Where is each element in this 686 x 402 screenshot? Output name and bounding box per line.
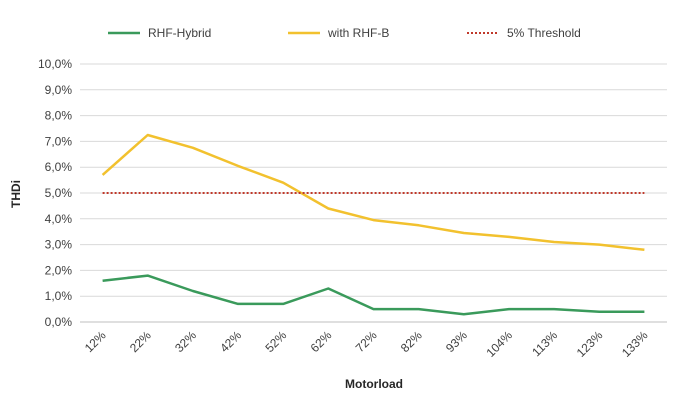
series-lines <box>101 133 645 316</box>
series-line <box>101 133 645 252</box>
series-line <box>102 274 645 316</box>
x-axis-title: Motorload <box>345 377 403 391</box>
x-tick-label: 93% <box>443 328 470 355</box>
y-tick-label: 9,0% <box>45 83 73 97</box>
x-tick-label: 113% <box>529 328 560 359</box>
legend-label: with RHF-B <box>327 26 389 40</box>
y-tick-label: 6,0% <box>45 160 73 174</box>
x-axis-ticks: 12% 22% 32% 42% 52% 62% 72% 82% 93% 104% 113% 123% 1… <box>82 328 651 360</box>
legend: RHF-Hybrid with RHF-B 5% Threshold <box>108 26 581 40</box>
x-tick-label: 104% <box>483 328 515 360</box>
legend-label: RHF-Hybrid <box>148 26 211 40</box>
x-tick-label: 62% <box>308 328 335 355</box>
x-tick-label: 52% <box>262 328 289 355</box>
y-tick-label: 0,0% <box>45 315 73 329</box>
x-tick-label: 32% <box>172 328 199 355</box>
y-tick-label: 5,0% <box>45 186 73 200</box>
y-axis-ticks: 0,0% 1,0% 2,0% 3,0% 4,0% 5,0% 6,0% 7,0% 8,0% 9,0%… <box>38 57 72 329</box>
x-tick-label: 42% <box>217 328 244 355</box>
y-tick-label: 8,0% <box>45 109 73 123</box>
legend-label: 5% Threshold <box>507 26 581 40</box>
y-tick-label: 4,0% <box>45 212 73 226</box>
y-tick-label: 2,0% <box>45 263 73 277</box>
y-tick-label: 10,0% <box>38 57 72 71</box>
y-axis-title: THDi <box>9 180 23 208</box>
x-tick-label: 12% <box>82 328 109 355</box>
x-tick-label: 133% <box>619 328 651 360</box>
x-tick-label: 82% <box>398 328 425 355</box>
x-tick-label: 22% <box>127 328 154 355</box>
x-tick-label: 72% <box>353 328 380 355</box>
gridlines <box>80 63 667 323</box>
y-tick-label: 7,0% <box>45 134 73 148</box>
y-tick-label: 3,0% <box>45 238 73 252</box>
y-tick-label: 1,0% <box>45 289 73 303</box>
x-tick-label: 123% <box>574 328 606 360</box>
